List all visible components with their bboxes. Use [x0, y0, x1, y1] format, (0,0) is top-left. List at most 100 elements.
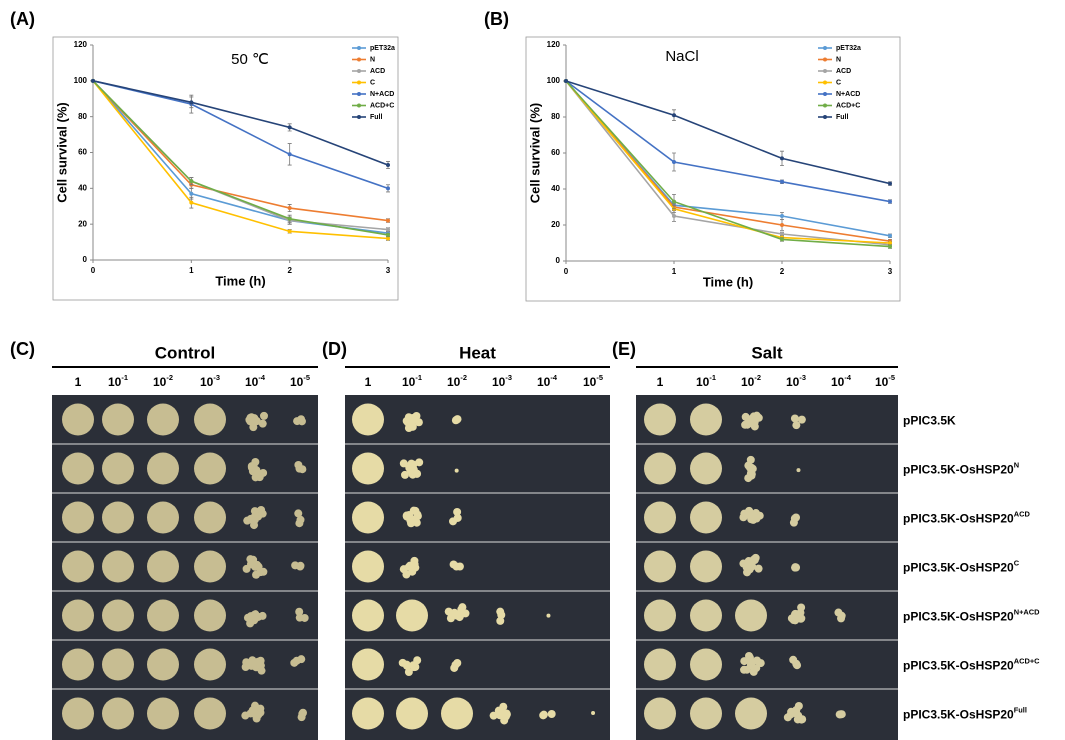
- colony-dot: [796, 468, 800, 472]
- panel-title: Heat: [459, 343, 496, 362]
- legend-label: Full: [836, 114, 848, 121]
- dilution-label-sup: -3: [799, 373, 806, 382]
- point: [288, 217, 292, 221]
- dilution-label-sup: -5: [596, 373, 603, 382]
- dilution-label-main: 10: [402, 375, 416, 389]
- colony-dot: [450, 609, 458, 617]
- colony-spot: [62, 649, 94, 681]
- colony-dot: [244, 661, 252, 669]
- y-tick-label: 60: [551, 148, 560, 157]
- strain-label-main: pPIC3.5K-OsHSP20: [903, 610, 1014, 624]
- strain-label: pPIC3.5K-OsHSP20N+ACD: [903, 608, 1040, 624]
- colony-dot: [503, 710, 511, 718]
- legend-marker: [357, 104, 361, 108]
- colony-dot: [548, 710, 556, 718]
- colony-dot: [792, 421, 800, 429]
- colony-spot: [690, 698, 722, 730]
- legend-label: Full: [370, 114, 382, 121]
- colony-dot: [791, 414, 799, 422]
- legend-label: ACD: [370, 68, 385, 75]
- colony-spot: [690, 404, 722, 436]
- point: [386, 186, 390, 190]
- legend-marker: [357, 46, 361, 50]
- panel-label: (C): [10, 339, 35, 359]
- panel-label: (D): [322, 339, 347, 359]
- x-axis-label: Time (h): [215, 273, 265, 288]
- colony-spot: [644, 698, 676, 730]
- colony-spot: [102, 551, 134, 583]
- colony-dot: [413, 470, 421, 478]
- colony-dot: [748, 658, 756, 666]
- strain-label-main: pPIC3.5K-OsHSP20: [903, 708, 1014, 722]
- point: [672, 113, 676, 117]
- colony-spot: [102, 649, 134, 681]
- colony-dot: [834, 609, 842, 617]
- x-tick-label: 0: [91, 266, 96, 275]
- colony-dot: [403, 662, 411, 670]
- dilution-label-sup: -2: [460, 373, 467, 382]
- strain-label: pPIC3.5K-OsHSP20N: [903, 461, 1019, 477]
- dilution-label: 10-3: [492, 373, 512, 389]
- dilution-label: 10-4: [537, 373, 558, 389]
- legend-label: N: [370, 56, 375, 63]
- x-tick-label: 0: [564, 267, 569, 276]
- dilution-label: 10-1: [696, 373, 716, 389]
- dilution-label: 10-3: [200, 373, 220, 389]
- dilution-label: 1: [75, 375, 82, 389]
- point: [189, 201, 193, 205]
- legend-label: N+ACD: [836, 91, 860, 98]
- legend-label: pET32a: [370, 45, 395, 52]
- point: [672, 160, 676, 164]
- colony-spot: [690, 453, 722, 485]
- colony-dot: [251, 458, 259, 466]
- panel-label: (A): [10, 9, 35, 29]
- colony-dot: [740, 666, 748, 674]
- colony-dot: [748, 510, 756, 518]
- colony-dot: [293, 417, 301, 425]
- strain-label-sup: ACD+C: [1014, 657, 1040, 666]
- strain-label: pPIC3.5K: [903, 414, 956, 428]
- legend-label: N: [836, 56, 841, 63]
- point: [189, 192, 193, 196]
- point: [888, 182, 892, 186]
- y-tick-label: 40: [551, 184, 560, 193]
- dilution-label: 1: [657, 375, 664, 389]
- strain-label-main: pPIC3.5K-OsHSP20: [903, 463, 1014, 477]
- colony-dot: [296, 562, 304, 570]
- colony-dot: [743, 563, 751, 571]
- colony-dot: [259, 420, 267, 428]
- dilution-label-main: 10: [200, 375, 214, 389]
- strain-label-sup: ACD: [1014, 510, 1031, 519]
- colony-spot: [352, 453, 384, 485]
- series-line: [93, 81, 388, 235]
- panel-title: Salt: [751, 343, 783, 362]
- point: [888, 234, 892, 238]
- colony-spot: [147, 600, 179, 632]
- dilution-label-main: 10: [290, 375, 304, 389]
- point: [780, 223, 784, 227]
- colony-dot: [260, 412, 268, 420]
- colony-dot: [293, 657, 301, 665]
- colony-dot: [455, 469, 459, 473]
- point: [386, 219, 390, 223]
- colony-spot: [62, 404, 94, 436]
- legend-label: ACD+C: [370, 102, 394, 109]
- point: [288, 206, 292, 210]
- colony-dot: [449, 517, 457, 525]
- colony-dot: [546, 614, 550, 618]
- dilution-label: 10-5: [583, 373, 603, 389]
- dilution-label: 10-1: [108, 373, 128, 389]
- colony-dot: [836, 710, 844, 718]
- colony-dot: [295, 519, 303, 527]
- legend-label: C: [836, 79, 841, 86]
- dilution-label: 10-1: [402, 373, 422, 389]
- panel-label: (E): [612, 339, 636, 359]
- point: [386, 228, 390, 232]
- point: [780, 232, 784, 236]
- colony-dot: [747, 469, 755, 477]
- colony-dot: [294, 509, 302, 517]
- dilution-label: 10-5: [290, 373, 310, 389]
- point: [386, 163, 390, 167]
- legend-marker: [357, 81, 361, 85]
- legend-label: ACD+C: [836, 102, 860, 109]
